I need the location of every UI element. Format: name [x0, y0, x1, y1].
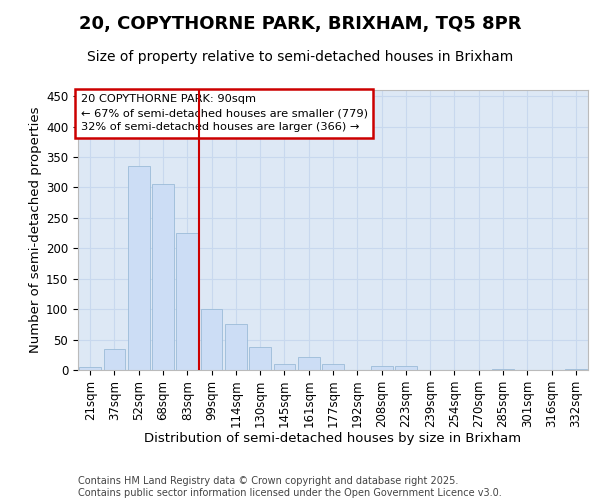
- Bar: [298, 356, 320, 370]
- Text: 20, COPYTHORNE PARK, BRIXHAM, TQ5 8PR: 20, COPYTHORNE PARK, BRIXHAM, TQ5 8PR: [79, 15, 521, 33]
- Bar: [128, 166, 149, 370]
- X-axis label: Distribution of semi-detached houses by size in Brixham: Distribution of semi-detached houses by …: [145, 432, 521, 444]
- Bar: [176, 233, 198, 370]
- Bar: [322, 364, 344, 370]
- Text: 20 COPYTHORNE PARK: 90sqm
← 67% of semi-detached houses are smaller (779)
32% of: 20 COPYTHORNE PARK: 90sqm ← 67% of semi-…: [80, 94, 368, 132]
- Bar: [395, 366, 417, 370]
- Bar: [274, 364, 295, 370]
- Text: Size of property relative to semi-detached houses in Brixham: Size of property relative to semi-detach…: [87, 50, 513, 64]
- Bar: [152, 184, 174, 370]
- Y-axis label: Number of semi-detached properties: Number of semi-detached properties: [29, 107, 42, 353]
- Bar: [200, 309, 223, 370]
- Text: Contains HM Land Registry data © Crown copyright and database right 2025.
Contai: Contains HM Land Registry data © Crown c…: [78, 476, 502, 498]
- Bar: [79, 367, 101, 370]
- Bar: [104, 348, 125, 370]
- Bar: [492, 369, 514, 370]
- Bar: [249, 347, 271, 370]
- Bar: [225, 324, 247, 370]
- Bar: [371, 366, 392, 370]
